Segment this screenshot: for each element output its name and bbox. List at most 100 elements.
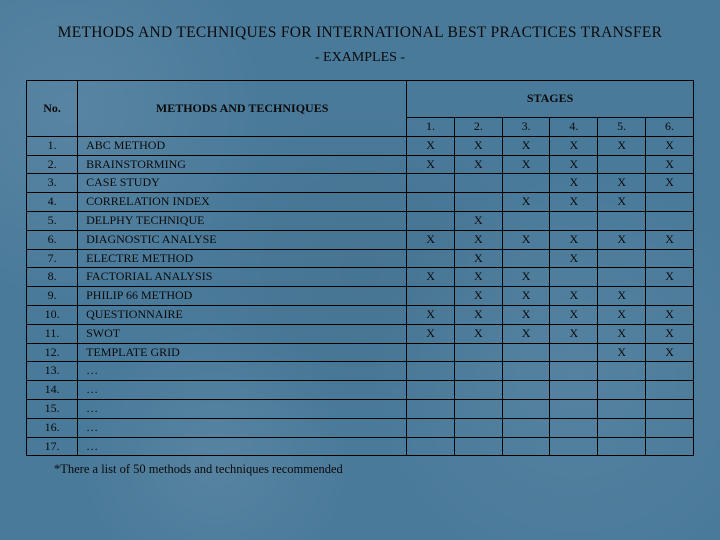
stage-mark-5 bbox=[598, 211, 646, 230]
row-number: 13. bbox=[27, 362, 78, 381]
row-number: 10. bbox=[27, 305, 78, 324]
stage-mark-6 bbox=[646, 418, 694, 437]
stage-mark-4: X bbox=[550, 324, 598, 343]
methods-table: No. METHODS AND TECHNIQUES STAGES 1.2.3.… bbox=[26, 80, 694, 456]
method-name: DIAGNOSTIC ANALYSE bbox=[78, 230, 407, 249]
stage-mark-4 bbox=[550, 211, 598, 230]
stage-mark-3 bbox=[502, 249, 550, 268]
stage-number-4: 4. bbox=[550, 118, 598, 137]
stage-mark-1 bbox=[407, 362, 455, 381]
table-row: 11.SWOTXXXXXX bbox=[27, 324, 694, 343]
method-name: ELECTRE METHOD bbox=[78, 249, 407, 268]
stage-mark-2 bbox=[454, 381, 502, 400]
stage-mark-4 bbox=[550, 437, 598, 456]
stage-number-5: 5. bbox=[598, 118, 646, 137]
col-header-no: No. bbox=[27, 81, 78, 137]
stage-mark-1: X bbox=[407, 230, 455, 249]
stage-mark-2 bbox=[454, 174, 502, 193]
method-name: ABC METHOD bbox=[78, 136, 407, 155]
table-row: 15.… bbox=[27, 399, 694, 418]
stage-mark-1 bbox=[407, 343, 455, 362]
row-number: 14. bbox=[27, 381, 78, 400]
stage-mark-5 bbox=[598, 418, 646, 437]
stage-mark-5 bbox=[598, 268, 646, 287]
stage-mark-5 bbox=[598, 399, 646, 418]
stage-mark-2 bbox=[454, 399, 502, 418]
table-row: 1.ABC METHODXXXXXX bbox=[27, 136, 694, 155]
stage-mark-3 bbox=[502, 437, 550, 456]
stage-mark-5 bbox=[598, 155, 646, 174]
stage-mark-2 bbox=[454, 437, 502, 456]
stage-mark-1 bbox=[407, 399, 455, 418]
stage-mark-3: X bbox=[502, 268, 550, 287]
method-name: CASE STUDY bbox=[78, 174, 407, 193]
stage-mark-6 bbox=[646, 287, 694, 306]
stage-mark-1 bbox=[407, 381, 455, 400]
slide-container: METHODS AND TECHNIQUES FOR INTERNATIONAL… bbox=[0, 0, 720, 487]
stage-mark-5: X bbox=[598, 305, 646, 324]
table-row: 16.… bbox=[27, 418, 694, 437]
stage-mark-5: X bbox=[598, 136, 646, 155]
stage-mark-2: X bbox=[454, 136, 502, 155]
stage-mark-4 bbox=[550, 268, 598, 287]
row-number: 12. bbox=[27, 343, 78, 362]
method-name: SWOT bbox=[78, 324, 407, 343]
method-name: … bbox=[78, 381, 407, 400]
method-name: PHILIP 66 METHOD bbox=[78, 287, 407, 306]
stage-mark-3: X bbox=[502, 155, 550, 174]
method-name: FACTORIAL ANALYSIS bbox=[78, 268, 407, 287]
stage-mark-1 bbox=[407, 174, 455, 193]
stage-mark-2 bbox=[454, 362, 502, 381]
stage-mark-1: X bbox=[407, 268, 455, 287]
stage-mark-6 bbox=[646, 362, 694, 381]
row-number: 6. bbox=[27, 230, 78, 249]
row-number: 5. bbox=[27, 211, 78, 230]
stage-mark-6: X bbox=[646, 268, 694, 287]
stage-mark-3: X bbox=[502, 305, 550, 324]
stage-mark-3: X bbox=[502, 287, 550, 306]
stage-mark-4: X bbox=[550, 174, 598, 193]
method-name: CORRELATION INDEX bbox=[78, 193, 407, 212]
stage-mark-6 bbox=[646, 437, 694, 456]
row-number: 8. bbox=[27, 268, 78, 287]
stage-mark-6: X bbox=[646, 305, 694, 324]
table-row: 7.ELECTRE METHODXX bbox=[27, 249, 694, 268]
stage-mark-3 bbox=[502, 418, 550, 437]
page-title: METHODS AND TECHNIQUES FOR INTERNATIONAL… bbox=[26, 24, 694, 42]
stage-mark-6: X bbox=[646, 343, 694, 362]
stage-mark-3 bbox=[502, 211, 550, 230]
stage-mark-1 bbox=[407, 418, 455, 437]
stage-mark-5: X bbox=[598, 287, 646, 306]
table-body: 1.ABC METHODXXXXXX2.BRAINSTORMINGXXXXX3.… bbox=[27, 136, 694, 456]
method-name: … bbox=[78, 437, 407, 456]
table-row: 8.FACTORIAL ANALYSISXXXX bbox=[27, 268, 694, 287]
row-number: 7. bbox=[27, 249, 78, 268]
stage-mark-2: X bbox=[454, 249, 502, 268]
stage-mark-1: X bbox=[407, 305, 455, 324]
stage-mark-4 bbox=[550, 399, 598, 418]
stage-mark-4: X bbox=[550, 193, 598, 212]
method-name: TEMPLATE GRID bbox=[78, 343, 407, 362]
method-name: … bbox=[78, 362, 407, 381]
stage-mark-4: X bbox=[550, 136, 598, 155]
stage-mark-4 bbox=[550, 381, 598, 400]
stage-mark-1 bbox=[407, 287, 455, 306]
table-row: 14.… bbox=[27, 381, 694, 400]
stage-mark-5 bbox=[598, 249, 646, 268]
stage-mark-3: X bbox=[502, 193, 550, 212]
stage-mark-3 bbox=[502, 343, 550, 362]
stage-mark-6 bbox=[646, 381, 694, 400]
table-row: 12.TEMPLATE GRIDXX bbox=[27, 343, 694, 362]
stage-mark-2: X bbox=[454, 305, 502, 324]
stage-mark-2: X bbox=[454, 230, 502, 249]
stage-number-2: 2. bbox=[454, 118, 502, 137]
stage-mark-5 bbox=[598, 362, 646, 381]
table-row: 6.DIAGNOSTIC ANALYSEXXXXXX bbox=[27, 230, 694, 249]
footnote: *There a list of 50 methods and techniqu… bbox=[26, 462, 694, 477]
row-number: 15. bbox=[27, 399, 78, 418]
stage-mark-1 bbox=[407, 249, 455, 268]
stage-mark-1: X bbox=[407, 324, 455, 343]
stage-mark-2: X bbox=[454, 155, 502, 174]
col-header-stages: STAGES bbox=[407, 81, 694, 118]
table-row: 17.… bbox=[27, 437, 694, 456]
